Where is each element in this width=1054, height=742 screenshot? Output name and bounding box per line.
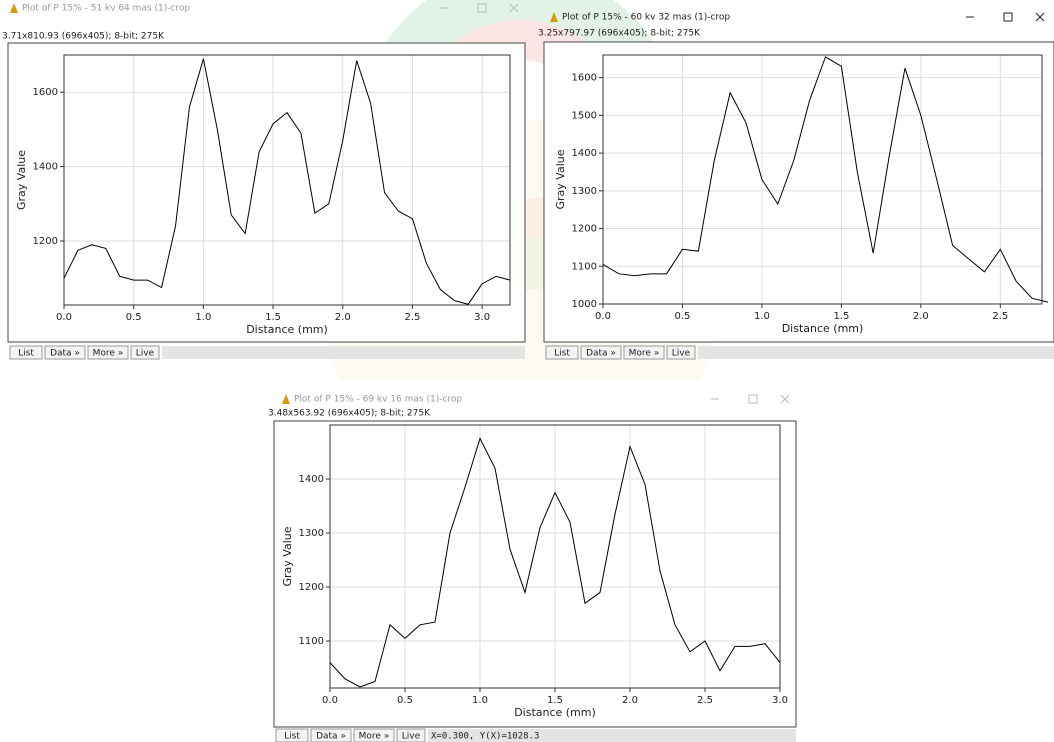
plot-window: Plot of P 15% - 60 kv 32 mas (1)-crop 3.2…	[538, 12, 1054, 360]
y-tick-label: 1300	[572, 186, 597, 197]
image-info: 3.48x563.92 (696x405); 8-bit; 275K	[268, 409, 431, 419]
x-tick-label: 0.0	[595, 311, 611, 322]
y-axis-title: Gray Value	[281, 526, 294, 586]
x-tick-label: 0.5	[126, 312, 142, 323]
x-tick-label: 2.5	[697, 695, 713, 706]
plot-area	[63, 54, 511, 306]
y-tick-label: 1200	[33, 236, 58, 247]
button[interactable]	[623, 345, 665, 360]
maximize-button[interactable]	[748, 394, 758, 404]
x-tick-label: 0.0	[56, 312, 72, 323]
button[interactable]	[9, 345, 43, 360]
status-text: X=0.300, Y(X)=1028.3	[431, 732, 539, 742]
y-tick-label: 1600	[33, 87, 58, 98]
profile-line	[63, 58, 511, 305]
plot-window: Plot of P 15% - 69 kv 16 mas (1)-crop 3.4…	[268, 394, 797, 742]
x-tick-label: 2.0	[335, 312, 351, 323]
x-tick-label: 2.5	[992, 311, 1008, 322]
app-icon	[10, 3, 18, 13]
app-icon	[282, 394, 290, 404]
y-axis-title: Gray Value	[554, 149, 567, 209]
button[interactable]	[353, 728, 395, 742]
button-label: Live	[402, 732, 421, 742]
y-tick-label: 1400	[299, 474, 324, 485]
plot-area	[329, 424, 781, 689]
plot-frame	[273, 420, 797, 728]
y-tick-label: 1500	[572, 110, 597, 121]
y-tick-label: 1300	[299, 528, 324, 539]
x-tick-label: 1.5	[547, 695, 563, 706]
y-tick-label: 1600	[572, 73, 597, 84]
button[interactable]	[44, 345, 86, 360]
x-tick-label: 1.5	[833, 311, 849, 322]
maximize-button[interactable]	[477, 3, 487, 13]
button[interactable]	[310, 728, 352, 742]
profile-line	[329, 437, 781, 688]
x-tick-label: 1.0	[195, 312, 211, 323]
x-axis-title: Distance (mm)	[514, 706, 596, 719]
button[interactable]	[87, 345, 129, 360]
button[interactable]	[666, 345, 696, 360]
window-title: Plot of P 15% - 60 kv 32 mas (1)-crop	[562, 13, 730, 23]
button-label: Live	[672, 349, 691, 359]
y-tick-label: 1000	[572, 299, 597, 310]
button-label: More »	[359, 732, 390, 742]
x-tick-label: 0.5	[675, 311, 691, 322]
button-label: Data »	[316, 732, 346, 742]
button-label: Data »	[50, 349, 80, 359]
x-tick-label: 1.0	[472, 695, 488, 706]
x-tick-label: 0.5	[397, 695, 413, 706]
x-tick-label: 0.0	[322, 695, 338, 706]
x-tick-label: 2.5	[404, 312, 420, 323]
button-label: Data »	[586, 349, 616, 359]
x-tick-label: 2.0	[913, 311, 929, 322]
x-tick-label: 3.0	[474, 312, 490, 323]
x-axis-title: Distance (mm)	[782, 322, 864, 335]
plot-window: Plot of P 15% - 51 kv 64 mas (1)-crop 3.7…	[2, 3, 526, 360]
button[interactable]	[275, 728, 309, 742]
x-tick-label: 2.0	[622, 695, 638, 706]
button-label: List	[18, 349, 34, 359]
y-tick-label: 1100	[572, 261, 597, 272]
y-tick-label: 1200	[572, 224, 597, 235]
close-button[interactable]	[1035, 12, 1045, 22]
y-tick-label: 1400	[572, 148, 597, 159]
button[interactable]	[396, 728, 426, 742]
plot-area	[602, 54, 1043, 305]
window-title: Plot of P 15% - 69 kv 16 mas (1)-crop	[294, 395, 462, 405]
status-bar	[698, 346, 1054, 359]
x-tick-label: 3.0	[772, 695, 788, 706]
x-tick-label: 1.0	[754, 311, 770, 322]
button[interactable]	[580, 345, 622, 360]
plot-frame	[7, 42, 526, 343]
image-info: 3.71x810.93 (696x405); 8-bit; 275K	[2, 32, 165, 42]
button-label: Live	[136, 349, 155, 359]
close-button[interactable]	[780, 394, 790, 404]
y-axis-title: Gray Value	[15, 150, 28, 210]
x-axis-title: Distance (mm)	[246, 323, 328, 336]
y-tick-label: 1200	[299, 582, 324, 593]
button[interactable]	[130, 345, 160, 360]
button-label: More »	[629, 349, 660, 359]
x-tick-label: 1.5	[265, 312, 281, 323]
plot-frame	[543, 41, 1054, 343]
window-title: Plot of P 15% - 51 kv 64 mas (1)-crop	[22, 4, 190, 14]
status-bar	[162, 346, 525, 359]
button-label: List	[554, 349, 570, 359]
y-tick-label: 1400	[33, 162, 58, 173]
app-icon	[550, 12, 558, 22]
image-info: 3.25x797.97 (696x405); 8-bit; 275K	[538, 29, 701, 39]
close-button[interactable]	[509, 3, 519, 13]
profile-line	[602, 56, 1049, 303]
button[interactable]	[545, 345, 579, 360]
status-bar	[428, 729, 796, 742]
y-tick-label: 1100	[299, 636, 324, 647]
maximize-button[interactable]	[1003, 12, 1013, 22]
button-label: List	[284, 732, 300, 742]
button-label: More »	[93, 349, 124, 359]
